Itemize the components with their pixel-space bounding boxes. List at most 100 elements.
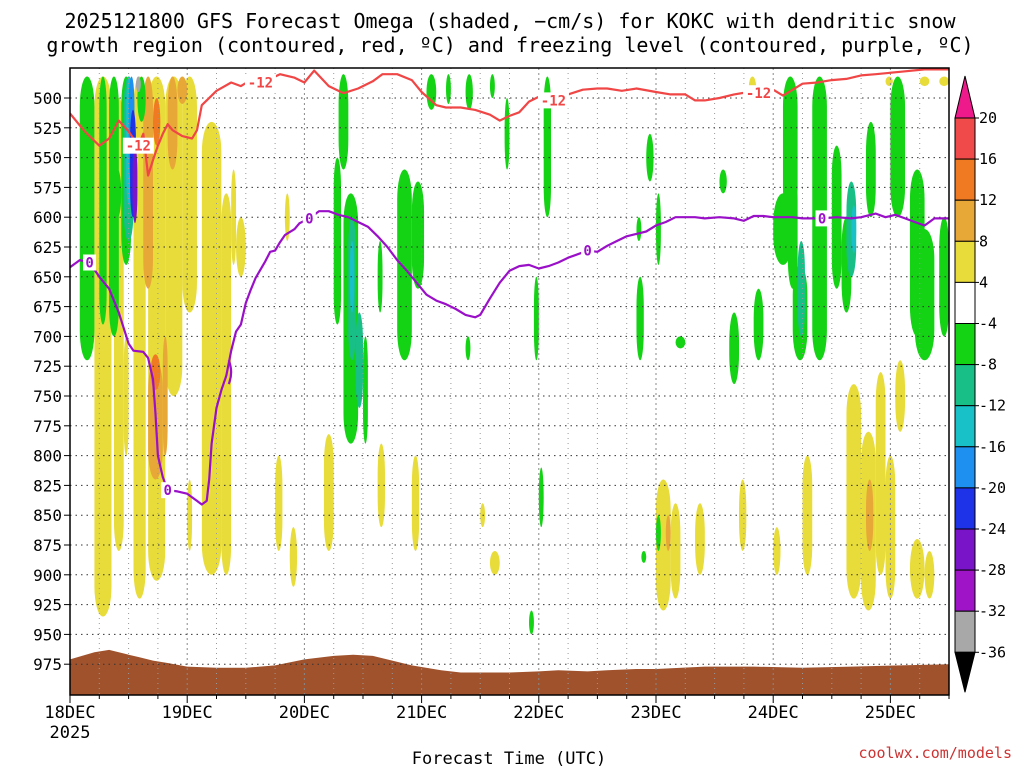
y-tick-label: 850: [33, 506, 62, 525]
omega-shade-cell: [656, 479, 671, 611]
contour-label-bg: [161, 482, 175, 499]
chart-title-line-1: 2025121800 GFS Forecast Omega (shaded, −…: [64, 9, 956, 33]
colorbar-label: 4: [979, 273, 988, 291]
colorbar-segment: [954, 323, 976, 366]
y-axis: 500 525 550 575 600 625 650 675 700 725 750 775 800 8…: [33, 89, 70, 674]
y-tick-label: 700: [33, 327, 62, 346]
omega-shade-cell: [939, 76, 949, 87]
colorbar-label: -4: [979, 315, 997, 333]
colorbar: 20 16 12 8 4 -4 -8 -12 -16 -20 -24 -28 -32 -36: [954, 75, 1006, 693]
omega-shade-cell: [538, 467, 544, 528]
colorbar-label: 20: [979, 109, 997, 127]
contour-label-text: -12: [541, 93, 566, 109]
omega-shade-cell: [865, 121, 876, 218]
contour-label: -12: [122, 137, 154, 155]
omega-shade-cell: [695, 503, 705, 575]
omega-shade-cell: [641, 550, 647, 563]
x-axis: 18DEC 19DEC 20DEC 21DEC 22DEC 23DEC 24DEC 25DEC: [44, 695, 950, 723]
contour-label: 0: [815, 210, 829, 227]
colorbar-bottom-triangle: [954, 651, 976, 693]
x-tick-label: 21DEC: [396, 703, 447, 723]
omega-shade-cell: [231, 169, 237, 265]
y-tick-label: 900: [33, 566, 62, 585]
omega-shade-cell: [636, 276, 644, 361]
contour-label-bg: [122, 137, 154, 154]
omega-shade-cell: [465, 336, 471, 361]
omega-shade-cell: [787, 169, 798, 289]
y-tick-label: 925: [33, 596, 62, 615]
colorbar-segment: [954, 528, 976, 571]
omega-shade-cell: [797, 241, 805, 337]
omega-shade-cell: [94, 76, 112, 617]
chart-title-line-2: growth region (contoured, red, ºC) and f…: [46, 33, 973, 57]
colorbar-segment: [954, 487, 976, 530]
omega-shade-cell: [153, 98, 161, 146]
x-tick-label: 19DEC: [162, 703, 213, 723]
colorbar-segment: [954, 364, 976, 407]
colorbar-segment: [954, 240, 976, 283]
y-tick-label: 750: [33, 387, 62, 406]
y-tick-label: 875: [33, 536, 62, 555]
y-tick-label: 800: [33, 447, 62, 466]
omega-shade-cell: [656, 193, 661, 265]
omega-shade-cell: [182, 76, 197, 313]
omega-shade-cell: [99, 76, 107, 325]
grid-lines: [70, 68, 949, 695]
x-tick-label: 22DEC: [513, 703, 564, 723]
contour-label-text: 0: [818, 211, 826, 227]
colorbar-segment: [954, 405, 976, 448]
colorbar-label: -28: [979, 561, 1006, 579]
omega-shade-cell: [143, 76, 154, 289]
omega-shade-cell: [116, 479, 122, 551]
omega-shade-cell: [665, 515, 671, 551]
y-tick-label: 625: [33, 238, 62, 257]
omega-shade-cell: [919, 76, 930, 87]
omega-shade-cell: [773, 527, 781, 575]
contour-label-bg: [743, 85, 775, 102]
colorbar-label: -32: [979, 602, 1006, 620]
omega-shade-cell: [323, 434, 334, 551]
colorbar-label: -20: [979, 479, 1006, 497]
contour-label: 0: [83, 254, 97, 271]
omega-shade-cell: [939, 217, 949, 337]
contour-label-text: 0: [305, 211, 313, 227]
colorbar-label: 12: [979, 191, 997, 209]
x-tick-label: 23DEC: [630, 703, 681, 723]
omega-shade-cell: [846, 384, 862, 599]
omega-shade-cell: [851, 205, 857, 253]
y-tick-label: 600: [33, 208, 62, 227]
contour-label-text: -12: [126, 139, 151, 155]
omega-shade-cell: [885, 455, 896, 599]
contour-label-bg: [302, 210, 316, 227]
contour-label-bg: [244, 74, 276, 91]
omega-shade-cell: [895, 360, 906, 432]
omega-shade-cell: [355, 312, 363, 408]
y-tick-label: 975: [33, 655, 62, 674]
colorbar-label: -8: [979, 356, 997, 374]
contour-label: 0: [581, 242, 595, 260]
omega-shade-cell: [529, 610, 534, 635]
omega-shade-cell: [333, 157, 342, 325]
omega-shade-cell: [411, 181, 425, 289]
y-tick-label: 775: [33, 417, 62, 436]
y-tick-label: 550: [33, 149, 62, 168]
y-tick-label: 525: [33, 119, 62, 138]
colorbar-segment: [954, 446, 976, 489]
contour-label-bg: [83, 254, 97, 271]
omega-shade-cell: [865, 479, 874, 551]
contour-label-text: 0: [163, 483, 171, 499]
omega-shade-cell: [446, 74, 451, 104]
contour-label: -12: [537, 92, 569, 109]
omega-shade-cell: [489, 74, 495, 98]
omega-shade-cell: [656, 515, 661, 551]
colorbar-label: -36: [979, 643, 1006, 661]
y-tick-label: 950: [33, 625, 62, 644]
terrain-area: [70, 649, 949, 695]
colorbar-label: 16: [979, 150, 997, 168]
omega-shade-cell: [201, 121, 222, 575]
omega-shade-cell: [739, 479, 747, 551]
colorbar-segment: [954, 281, 976, 324]
y-tick-label: 650: [33, 268, 62, 287]
omega-shade-cell: [489, 550, 500, 575]
omega-shade-cell: [411, 455, 420, 551]
